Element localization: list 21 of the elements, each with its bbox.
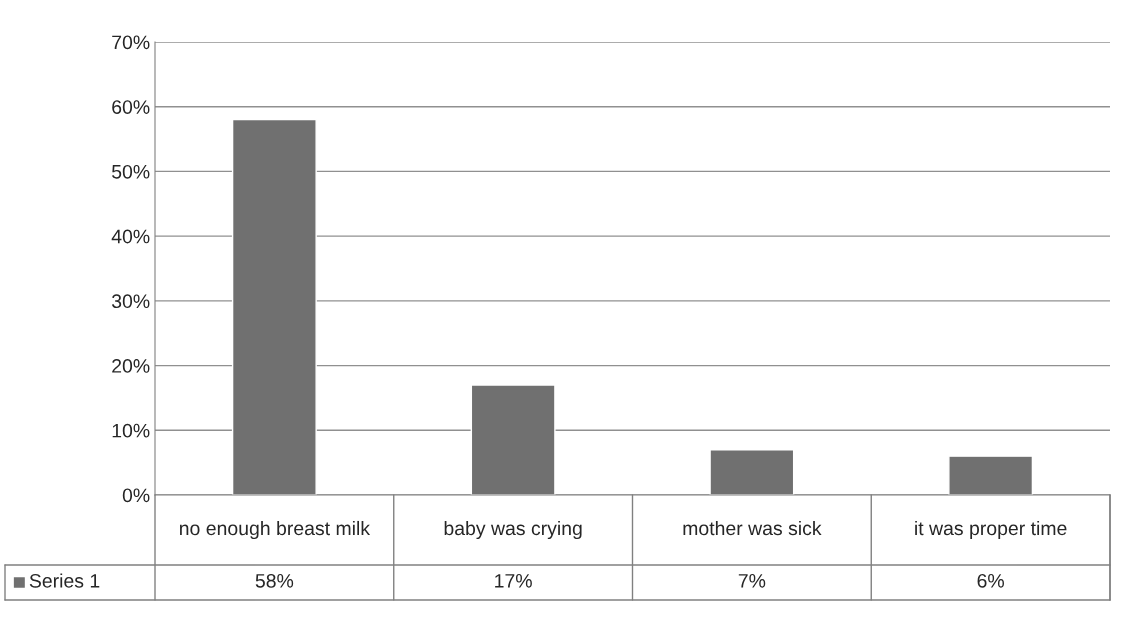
x-tick-label: no enough breast milk: [180, 520, 371, 540]
data-label: 17%: [495, 574, 532, 588]
y-tick-label: 20%: [112, 359, 150, 373]
data-label: 58%: [255, 573, 294, 588]
bar: [231, 118, 317, 495]
x-tick-label: it was proper time: [915, 520, 1067, 540]
y-tick-label: 70%: [112, 35, 150, 50]
y-tick-label: 10%: [112, 423, 150, 438]
y-tick-label: 0%: [122, 488, 150, 503]
y-tick-label: 60%: [112, 100, 150, 114]
legend-label: Series 1: [29, 573, 100, 588]
data-label: 6%: [977, 573, 1004, 588]
bar: [709, 449, 795, 495]
y-tick-label: 40%: [111, 229, 150, 244]
x-tick-label: baby was crying: [444, 520, 582, 540]
bar: [948, 455, 1034, 495]
data-label: 7%: [738, 574, 766, 588]
y-tick-label: 30%: [111, 294, 150, 309]
x-tick-label: mother was sick: [683, 520, 822, 536]
bar: [470, 384, 556, 495]
y-tick-label: 50%: [112, 164, 150, 179]
